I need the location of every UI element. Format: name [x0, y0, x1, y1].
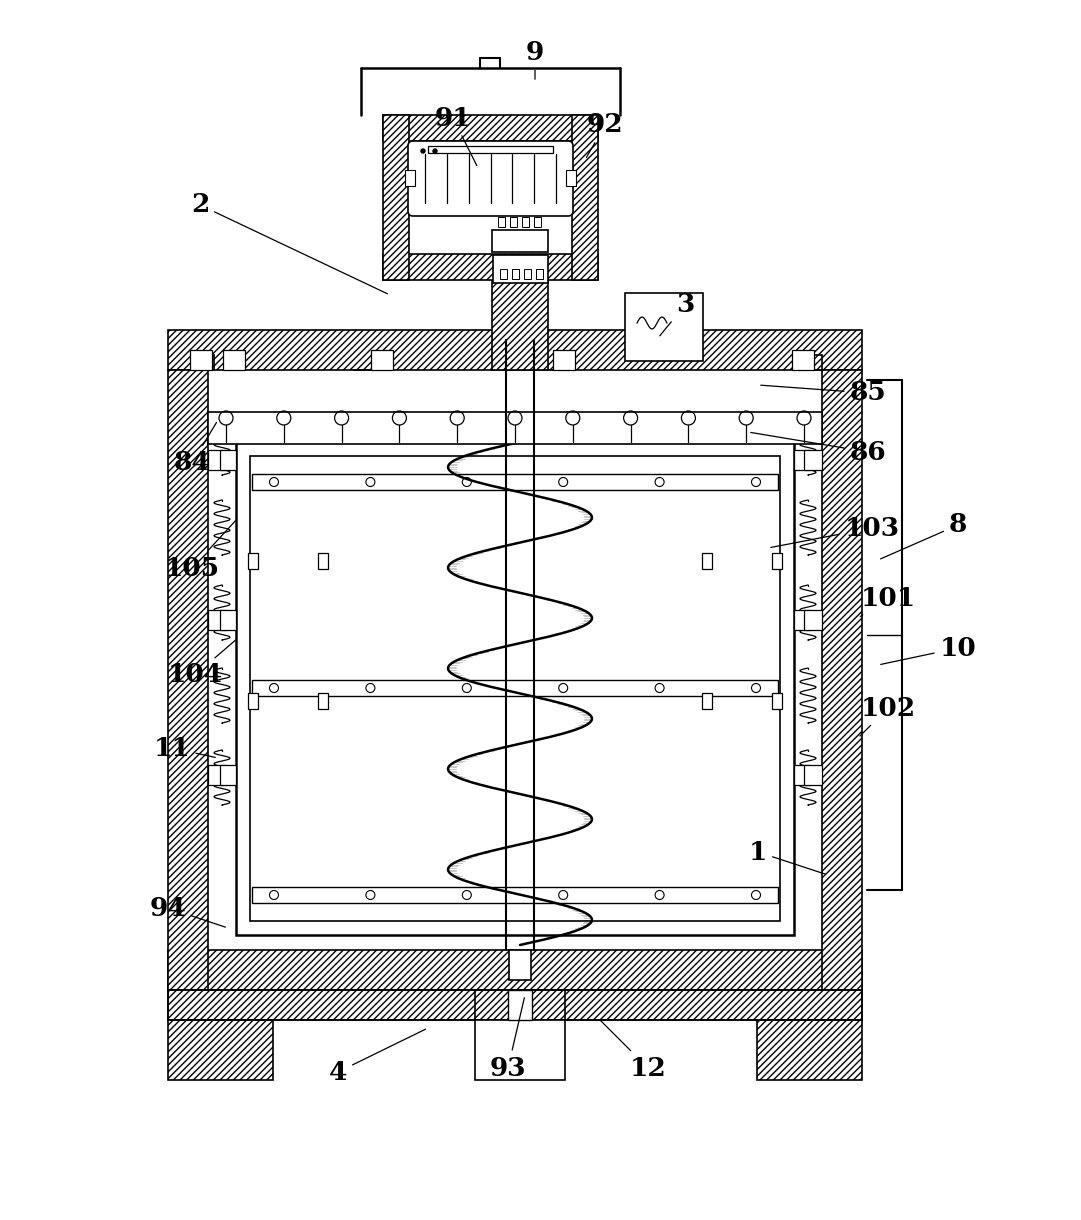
Bar [804, 765, 822, 784]
Bar [168, 950, 862, 989]
Bar [702, 693, 712, 709]
Bar [236, 442, 795, 935]
Bar [405, 170, 415, 185]
Bar [248, 693, 258, 709]
Bar [250, 456, 780, 921]
Bar [475, 989, 565, 1020]
Bar [501, 268, 507, 279]
Bar [208, 412, 822, 444]
Text: 104: 104 [168, 639, 236, 688]
Text: 9: 9 [525, 39, 544, 79]
Bar [553, 350, 575, 370]
Text: 85: 85 [761, 381, 886, 405]
Circle shape [421, 149, 425, 152]
FancyBboxPatch shape [408, 142, 573, 216]
Bar [383, 254, 598, 281]
Bar [572, 115, 598, 281]
Bar [508, 989, 532, 1020]
Bar [221, 610, 236, 630]
Bar [524, 268, 531, 279]
Bar [208, 450, 226, 470]
Text: 11: 11 [154, 736, 215, 760]
Bar [804, 450, 822, 470]
Bar [208, 765, 226, 784]
Bar [221, 450, 236, 470]
Bar [772, 553, 782, 569]
Bar [168, 329, 862, 370]
Bar [772, 693, 782, 709]
Bar [208, 410, 822, 950]
Bar [475, 1020, 565, 1080]
Bar [383, 115, 598, 142]
Bar [383, 115, 409, 281]
Bar [792, 350, 814, 370]
Bar [168, 1020, 273, 1080]
Text: 101: 101 [860, 586, 916, 616]
Text: 2: 2 [191, 193, 387, 294]
Text: 94: 94 [149, 895, 225, 927]
Bar [512, 268, 519, 279]
Text: 105: 105 [164, 520, 236, 581]
Bar [221, 765, 236, 784]
Text: 84: 84 [174, 422, 216, 476]
Text: 4: 4 [329, 1030, 426, 1085]
Text: 1: 1 [749, 839, 826, 875]
Bar [168, 989, 862, 1020]
Bar [566, 170, 576, 185]
Text: 103: 103 [771, 516, 899, 548]
Text: 86: 86 [750, 432, 886, 465]
Bar [804, 610, 822, 630]
Bar [252, 887, 778, 903]
Bar [625, 293, 703, 361]
Text: 102: 102 [860, 695, 916, 736]
Bar [510, 217, 517, 227]
Circle shape [433, 149, 437, 152]
Bar [252, 680, 778, 695]
Bar [168, 370, 208, 989]
Bar [428, 146, 553, 152]
Bar [795, 765, 810, 784]
Text: 92: 92 [586, 112, 624, 157]
Bar [492, 281, 548, 370]
Text: 3: 3 [659, 293, 694, 336]
Text: 91: 91 [435, 105, 477, 166]
Bar [822, 370, 862, 989]
Text: 10: 10 [881, 636, 976, 665]
Bar [168, 989, 862, 1020]
Bar [795, 610, 810, 630]
Bar [190, 350, 212, 370]
Bar [757, 1020, 862, 1080]
Bar [536, 268, 543, 279]
Bar [534, 217, 540, 227]
Bar [223, 350, 245, 370]
Bar [522, 217, 529, 227]
Bar [371, 350, 393, 370]
Bar [208, 610, 226, 630]
Bar [509, 950, 531, 980]
Text: 12: 12 [600, 1020, 666, 1081]
Text: 8: 8 [881, 512, 967, 559]
Bar [252, 475, 778, 490]
Bar [248, 553, 258, 569]
Bar [702, 553, 712, 569]
Bar [795, 450, 810, 470]
Text: 93: 93 [490, 998, 526, 1081]
Bar [318, 693, 328, 709]
Bar [318, 553, 328, 569]
Bar [493, 255, 548, 283]
Bar [498, 217, 505, 227]
Bar [492, 231, 548, 253]
